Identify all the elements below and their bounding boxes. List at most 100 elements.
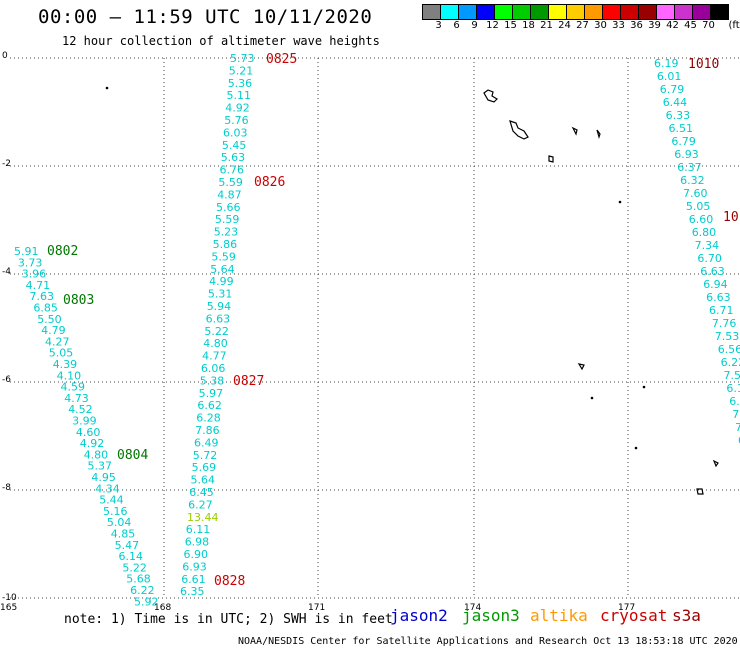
island-coastline xyxy=(548,155,554,163)
swh-observation: 13.44 xyxy=(187,511,219,524)
swh-observation: 5.59 xyxy=(218,176,243,189)
swh-observation: 7.53 xyxy=(715,330,740,343)
lat-tick-label: 0 xyxy=(2,51,8,61)
pass-time-label: 0825 xyxy=(266,52,297,67)
island-coastline xyxy=(483,89,498,103)
swh-observation: 6.33 xyxy=(666,109,691,122)
swh-observation: 6.56 xyxy=(718,343,740,356)
swh-observation: 6.1 xyxy=(726,382,740,395)
swh-observation: 4.80 xyxy=(84,448,109,461)
swh-observation: 6.61 xyxy=(181,573,206,586)
island-coastline xyxy=(577,363,585,371)
swh-observation: 6.14 xyxy=(119,550,144,563)
swh-observation: 6.90 xyxy=(184,548,209,561)
swh-observation: 4.71 xyxy=(26,279,50,292)
swh-observation: 5.69 xyxy=(192,461,217,474)
satellite-legend-item: s3a xyxy=(672,606,701,625)
swh-observation: 5.59 xyxy=(215,213,240,226)
legend-swatch-label: 21 xyxy=(540,20,553,31)
swh-observation: 6.71 xyxy=(709,304,734,317)
swh-observation: 6 xyxy=(738,434,740,447)
legend-swatch-label: 12 xyxy=(486,20,499,31)
pass-time-label: 0802 xyxy=(47,244,78,259)
swh-observation: 5.04 xyxy=(107,516,131,529)
lon-tick-label: 177 xyxy=(618,603,635,613)
swh-observation: 4.80 xyxy=(203,337,228,350)
pass-time-label: 1010 xyxy=(688,57,719,72)
swh-observation: 5.86 xyxy=(213,238,238,251)
swh-observation: 6.37 xyxy=(677,161,702,174)
swh-observation: 6.03 xyxy=(223,126,248,139)
swh-observation: 6.28 xyxy=(196,412,221,425)
swh-observation: 4.52 xyxy=(68,403,93,416)
swh-observation: 6.93 xyxy=(182,560,207,573)
lon-tick-label: 174 xyxy=(464,603,481,613)
satellite-legend-item: cryosat xyxy=(600,606,668,625)
swh-observation: 4.77 xyxy=(202,350,227,363)
swh-observation: 5.05 xyxy=(686,200,711,213)
swh-observation: 5.72 xyxy=(193,449,218,462)
legend-swatch-label: 33 xyxy=(612,20,625,31)
lat-tick-label: -8 xyxy=(2,483,11,493)
swh-observation: 7.54 xyxy=(724,369,740,382)
swh-observation: 5.76 xyxy=(224,114,249,127)
swh-observation: 5.94 xyxy=(207,300,232,313)
swh-observation: 6.79 xyxy=(671,135,696,148)
swh-observation: 6.51 xyxy=(669,122,694,135)
swh-observation: 4.10 xyxy=(57,369,82,382)
swh-observation: 4.39 xyxy=(53,358,77,371)
swh-observation: 5.05 xyxy=(49,347,74,360)
swh-observation: 3.73 xyxy=(18,256,43,269)
swh-observation: 5.68 xyxy=(126,573,151,586)
swh-observation: 4.27 xyxy=(45,335,70,348)
swh-observation: 6.70 xyxy=(697,252,722,265)
lon-tick-label: 165 xyxy=(0,603,17,613)
units-note: note: 1) Time is in UTC; 2) SWH is in fe… xyxy=(64,612,393,627)
swh-observation: 5.31 xyxy=(208,288,233,301)
legend-swatch-label: 70 xyxy=(702,20,715,31)
swh-observation: 5.97 xyxy=(199,387,224,400)
legend-swatch-label: 15 xyxy=(504,20,517,31)
island-coastline xyxy=(571,126,578,136)
swh-observation: 6.79 xyxy=(660,83,685,96)
swh-observation: 6.32 xyxy=(680,174,705,187)
island-dot xyxy=(642,385,646,389)
swh-observation: 7.63 xyxy=(30,290,55,303)
swh-observation: 4.60 xyxy=(76,426,101,439)
island-dot xyxy=(634,446,638,450)
swh-observation: 6.45 xyxy=(189,486,214,499)
legend-swatch-label: 6 xyxy=(453,20,460,31)
swh-observation: 4.73 xyxy=(64,392,89,405)
swh-observation: 6.93 xyxy=(674,148,699,161)
pass-time-label: 0826 xyxy=(254,175,285,190)
swh-observation: 7.60 xyxy=(683,187,708,200)
legend-swatch-label: 18 xyxy=(522,20,535,31)
swh-observation: 5.64 xyxy=(210,263,235,276)
lat-tick-label: -4 xyxy=(2,267,11,277)
page-subtitle: 12 hour collection of altimeter wave hei… xyxy=(62,34,380,48)
color-legend xyxy=(422,4,729,20)
swh-observation: 6.7 xyxy=(729,395,740,408)
legend-swatch-label: 36 xyxy=(630,20,643,31)
swh-observation: 5.59 xyxy=(211,250,236,263)
swh-observation: 6.98 xyxy=(185,536,210,549)
swh-observation: 7. xyxy=(735,421,740,434)
swh-observation: 5.23 xyxy=(214,226,239,239)
satellite-legend-item: altika xyxy=(530,606,588,625)
swh-observation: 5.36 xyxy=(228,77,253,90)
island-coastline xyxy=(596,129,601,140)
swh-observation: 5.11 xyxy=(227,89,252,102)
legend-swatch-label: 45 xyxy=(684,20,697,31)
island-dot xyxy=(105,86,109,90)
swh-observation: 6.80 xyxy=(692,226,717,239)
swh-observation: 5.92 xyxy=(134,595,159,608)
swh-observation: 5.21 xyxy=(229,64,254,77)
pass-time-label: 0828 xyxy=(214,574,245,589)
lon-tick-label: 168 xyxy=(154,603,171,613)
swh-observation: 6.06 xyxy=(201,362,226,375)
swh-observation: 6.62 xyxy=(197,399,222,412)
pass-time-label: 10 xyxy=(723,210,739,225)
credit-line: NOAA/NESDIS Center for Satellite Applica… xyxy=(238,636,738,647)
swh-observation: 4.99 xyxy=(209,275,234,288)
